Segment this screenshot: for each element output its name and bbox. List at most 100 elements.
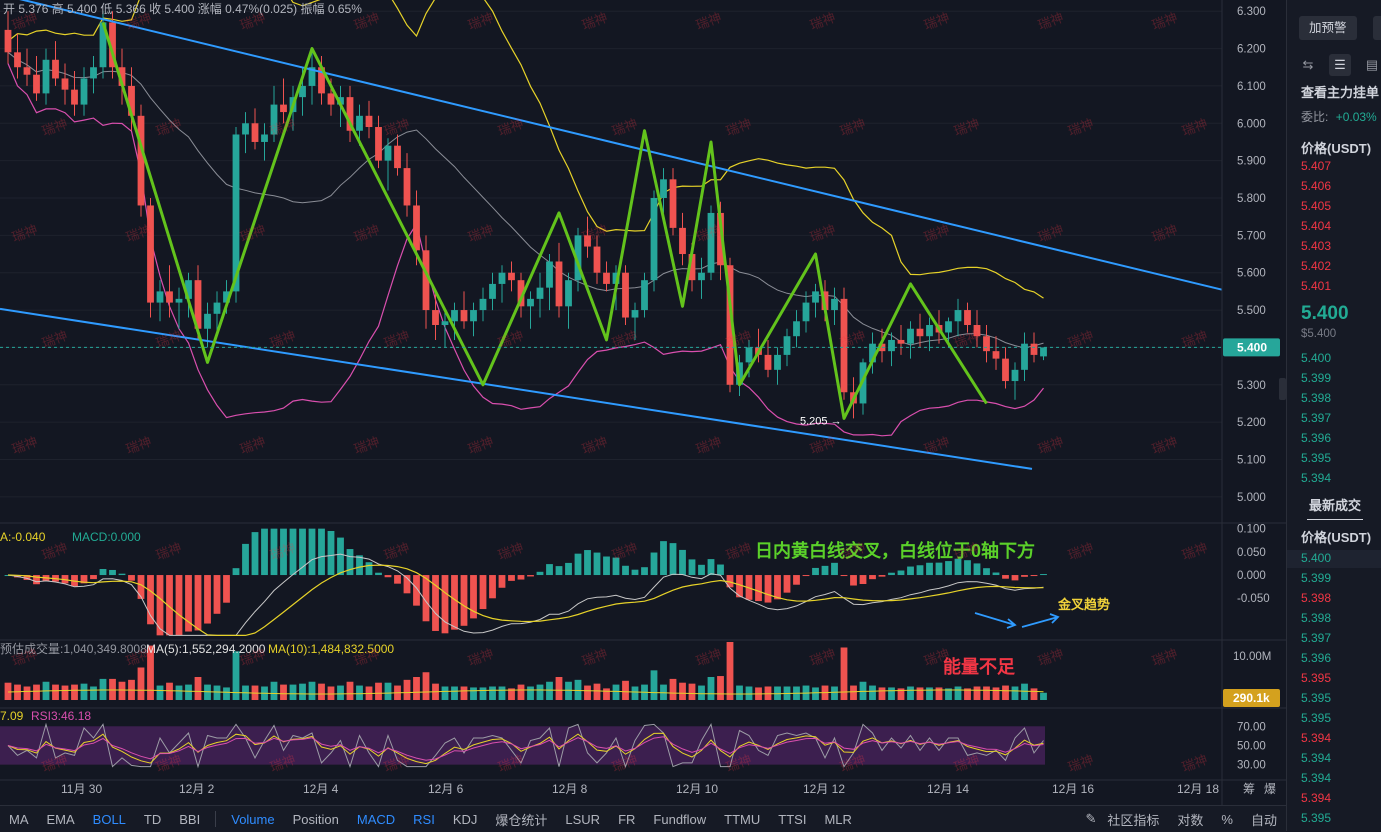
volume-ma10-legend: MA(10):1,484,832.5000	[268, 642, 394, 656]
panel-extra-button[interactable]	[1373, 16, 1381, 40]
community-indicators-button[interactable]: 社区指标	[1107, 812, 1160, 828]
candle-body	[432, 310, 439, 326]
sub-indicator-tab[interactable]: KDJ	[452, 811, 478, 827]
order-book-panel: 加预警 ⇆ ☰ ▤ 查看主力挂单 委比: +0.03% 价格(USDT) 5.4…	[1286, 0, 1381, 831]
bid-price[interactable]: 5.398	[1301, 391, 1332, 405]
trade-price[interactable]: 5.398	[1301, 611, 1332, 625]
macd-histogram-bar	[688, 559, 696, 576]
candle-body	[926, 325, 933, 337]
ask-price[interactable]: 5.402	[1301, 259, 1332, 273]
bid-price[interactable]: 5.399	[1301, 371, 1332, 385]
bid-price[interactable]: 5.397	[1301, 411, 1332, 425]
auto-scale-toggle[interactable]: 自动	[1250, 812, 1277, 828]
sub-indicator-tab[interactable]: Volume	[231, 811, 275, 827]
indicator-tab[interactable]: BBI	[179, 811, 201, 827]
ask-price[interactable]: 5.401	[1301, 279, 1332, 293]
volume-ma-line	[7, 689, 1044, 695]
macd-histogram-bar	[660, 541, 667, 576]
macd-histogram-bar	[498, 575, 506, 588]
ask-price[interactable]: 5.405	[1301, 199, 1332, 213]
candle-body	[612, 272, 620, 284]
volume-bar	[726, 642, 734, 700]
ask-price[interactable]: 5.407	[1301, 159, 1332, 173]
trade-price[interactable]: 5.395	[1301, 711, 1332, 725]
macd-histogram-bar	[603, 556, 610, 576]
candle-body	[460, 310, 468, 322]
volume-bar	[270, 681, 278, 700]
indicator-tab[interactable]: TD	[143, 811, 162, 827]
trading-chart[interactable]: 6.300 6.200 6.100 6.000 5.900 5.800 5.700 5.600…	[0, 0, 1286, 805]
percent-scale-toggle[interactable]: %	[1221, 811, 1233, 827]
trade-price[interactable]: 5.394	[1301, 751, 1332, 765]
macd-histogram-bar	[840, 575, 848, 577]
candle-body	[631, 310, 639, 318]
sub-indicator-tab[interactable]: MACD	[356, 811, 396, 827]
indicator-tab[interactable]: BOLL	[92, 811, 126, 827]
trade-price[interactable]: 5.394	[1301, 791, 1332, 805]
indicator-tab[interactable]: EMA	[46, 811, 75, 827]
book-both-icon[interactable]: ⇆	[1302, 57, 1314, 72]
volume-bar	[80, 683, 88, 700]
volume-bar	[299, 683, 306, 700]
volume-bar	[859, 681, 867, 700]
sub-indicator-tab[interactable]: 爆仓统计	[495, 812, 548, 828]
candle-body	[52, 59, 59, 79]
trade-price[interactable]: 5.394	[1301, 731, 1332, 745]
panel-title[interactable]: 查看主力挂单	[1301, 85, 1380, 100]
ask-price[interactable]: 5.406	[1301, 179, 1332, 193]
candle-body	[603, 272, 610, 284]
macd-histogram-bar	[935, 562, 943, 576]
candle-body	[964, 310, 971, 326]
macd-histogram-bar	[223, 575, 230, 603]
candle-body	[774, 354, 781, 370]
bid-price[interactable]: 5.394	[1301, 471, 1332, 485]
sub-indicator-tab[interactable]: TTSI	[778, 811, 807, 827]
ask-price[interactable]: 5.404	[1301, 219, 1332, 233]
ratio-value: +0.03%	[1335, 110, 1377, 124]
macd-histogram-bar	[536, 571, 544, 576]
trade-price[interactable]: 5.395	[1301, 671, 1332, 685]
candle-body	[660, 179, 667, 198]
alert-button[interactable]: 加预警	[1299, 16, 1357, 40]
volume-bar	[508, 688, 515, 700]
price-tick: 5.100	[1237, 454, 1266, 466]
trade-price[interactable]: 5.395	[1301, 811, 1332, 825]
trade-price[interactable]: 5.394	[1301, 771, 1332, 785]
book-asks-icon[interactable]: ▤	[1365, 57, 1379, 72]
community-icon[interactable]: ✎	[1085, 811, 1097, 826]
log-scale-toggle[interactable]: 对数	[1177, 812, 1204, 828]
volume-bar	[745, 686, 753, 700]
bid-price[interactable]: 5.396	[1301, 431, 1332, 445]
bid-price[interactable]: 5.395	[1301, 451, 1332, 465]
volume-bar	[612, 684, 620, 700]
toolbar-separator	[215, 811, 217, 827]
book-split-icon[interactable]: ☰	[1329, 54, 1351, 76]
sub-indicator-tab[interactable]: Position	[292, 811, 339, 827]
trade-price[interactable]: 5.399	[1301, 571, 1332, 585]
trade-price[interactable]: 5.398	[1301, 591, 1332, 605]
indicator-tab[interactable]: MA	[9, 811, 29, 827]
sub-indicator-tab[interactable]: TTMU	[724, 811, 761, 827]
trade-price[interactable]: 5.400	[1301, 551, 1332, 565]
volume-bar	[356, 685, 363, 700]
candle-body	[337, 97, 344, 105]
ask-price[interactable]: 5.403	[1301, 239, 1332, 253]
volume-bar	[460, 686, 468, 700]
trade-price[interactable]: 5.396	[1301, 651, 1332, 665]
bid-price[interactable]: 5.400	[1301, 351, 1332, 365]
price-tick: 6.100	[1237, 81, 1266, 93]
volume-bar	[61, 685, 69, 700]
sub-indicator-tab[interactable]: MLR	[824, 811, 852, 827]
sub-indicator-tab[interactable]: Fundflow	[653, 811, 707, 827]
volume-bar	[337, 685, 344, 700]
trade-price[interactable]: 5.395	[1301, 691, 1332, 705]
volume-bar	[679, 682, 686, 700]
macd-histogram-bar	[99, 569, 107, 576]
candle-body	[802, 302, 810, 322]
trade-price[interactable]: 5.397	[1301, 631, 1332, 645]
volume-bar	[574, 679, 582, 700]
sub-indicator-tab[interactable]: FR	[618, 811, 636, 827]
volume-bar	[99, 678, 107, 700]
sub-indicator-tab[interactable]: LSUR	[565, 811, 601, 827]
sub-indicator-tab[interactable]: RSI	[413, 811, 435, 827]
